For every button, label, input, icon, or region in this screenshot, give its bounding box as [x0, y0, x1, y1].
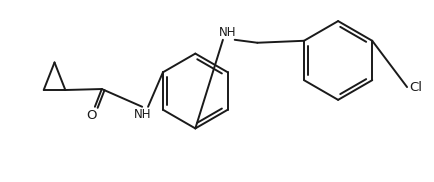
- Text: NH: NH: [219, 26, 237, 39]
- Text: O: O: [87, 109, 97, 122]
- Text: Cl: Cl: [409, 81, 422, 94]
- Text: NH: NH: [133, 108, 151, 121]
